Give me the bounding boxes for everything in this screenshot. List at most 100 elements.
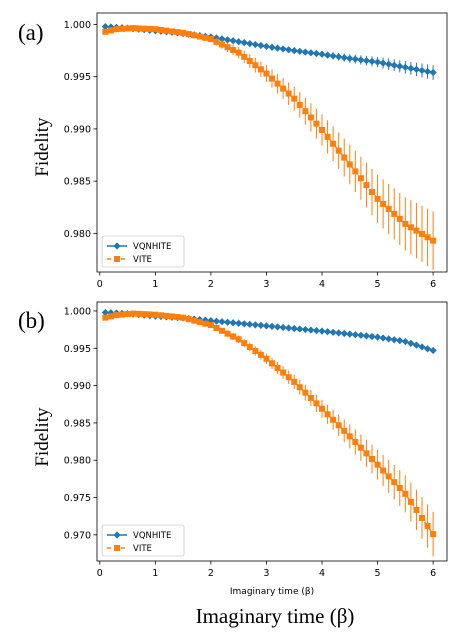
data-point: [379, 334, 387, 342]
data-point: [362, 332, 371, 340]
data-point: [429, 346, 437, 355]
data-point: [107, 309, 115, 317]
data-point: [113, 26, 120, 33]
legend-marker: [114, 545, 120, 551]
data-point: [174, 314, 181, 321]
data-point: [369, 456, 375, 463]
data-point: [224, 44, 231, 51]
legend-marker: [114, 256, 120, 262]
data-point: [412, 341, 421, 349]
data-point: [318, 327, 326, 335]
data-point: [312, 326, 321, 335]
data-point: [207, 36, 214, 43]
data-point: [412, 65, 421, 73]
data-point: [368, 57, 376, 65]
data-point: [396, 62, 404, 70]
legend-marker: [113, 531, 121, 539]
data-point: [323, 51, 332, 59]
x-tick-label: 4: [319, 279, 325, 290]
data-point: [229, 37, 237, 45]
legend-label: VITE: [133, 544, 152, 554]
data-point: [135, 310, 142, 317]
data-point: [374, 195, 381, 202]
data-point: [318, 50, 326, 58]
data-point: [329, 328, 337, 336]
data-point: [402, 220, 409, 227]
x-tick-label: 6: [430, 568, 436, 579]
data-point: [407, 498, 414, 505]
data-point: [335, 53, 343, 61]
data-point: [241, 340, 248, 347]
data-point: [185, 316, 192, 323]
data-point: [218, 318, 226, 326]
data-point: [229, 319, 237, 327]
data-point: [246, 40, 254, 48]
data-point: [401, 63, 409, 71]
data-point: [413, 227, 420, 234]
data-point: [213, 38, 220, 45]
x-tick-label: 5: [375, 279, 381, 290]
data-point: [268, 322, 276, 331]
data-point: [240, 39, 248, 47]
data-point: [223, 36, 232, 44]
data-point: [373, 333, 382, 341]
data-point: [191, 317, 198, 324]
data-point: [296, 325, 304, 333]
data-point: [380, 200, 387, 207]
data-point: [130, 310, 137, 317]
data-point: [296, 101, 303, 108]
data-point: [335, 422, 342, 429]
data-point: [163, 312, 170, 319]
data-point: [346, 330, 354, 338]
data-point: [285, 374, 292, 381]
data-point: [424, 234, 431, 241]
data-point: [223, 318, 232, 326]
data-point: [312, 49, 321, 58]
data-point: [330, 416, 337, 423]
data-point: [319, 126, 325, 133]
data-point: [202, 34, 209, 41]
data-point: [335, 329, 343, 337]
data-point: [357, 331, 365, 339]
panel-b-ylabel: Fidelity: [32, 407, 53, 467]
x-tick-label: 6: [430, 279, 436, 290]
data-point: [385, 335, 393, 343]
data-point: [207, 322, 214, 329]
x-tick-label: 0: [97, 568, 103, 579]
data-point: [351, 331, 359, 339]
data-point: [257, 66, 264, 73]
data-point: [330, 140, 337, 147]
data-point: [263, 355, 270, 362]
data-point: [152, 311, 159, 318]
panel-a-label: (a): [18, 20, 44, 45]
data-point: [235, 336, 242, 343]
data-point: [152, 26, 159, 33]
data-point: [430, 237, 437, 244]
data-point: [218, 35, 226, 43]
data-point: [262, 42, 271, 51]
data-point: [290, 47, 298, 55]
data-point: [251, 40, 259, 49]
data-point: [290, 324, 298, 333]
data-point: [335, 147, 342, 154]
data-point: [101, 22, 109, 31]
data-point: [246, 320, 254, 328]
data-point: [357, 56, 365, 64]
data-point: [102, 28, 109, 35]
data-point: [157, 312, 164, 319]
y-tick-label: 1.000: [64, 306, 91, 317]
x-tick-label: 3: [263, 279, 269, 290]
data-point: [291, 378, 298, 385]
data-point: [146, 311, 153, 318]
data-point: [252, 347, 259, 354]
data-point: [274, 80, 281, 87]
data-point: [313, 120, 320, 127]
data-point: [407, 224, 414, 231]
y-tick-label: 0.985: [64, 177, 91, 188]
data-point: [285, 46, 293, 54]
data-point: [301, 325, 309, 334]
data-point: [352, 168, 359, 175]
legend: VQNHITE VITE: [101, 524, 185, 557]
data-point: [146, 25, 153, 32]
y-tick-label: 0.980: [64, 229, 91, 240]
